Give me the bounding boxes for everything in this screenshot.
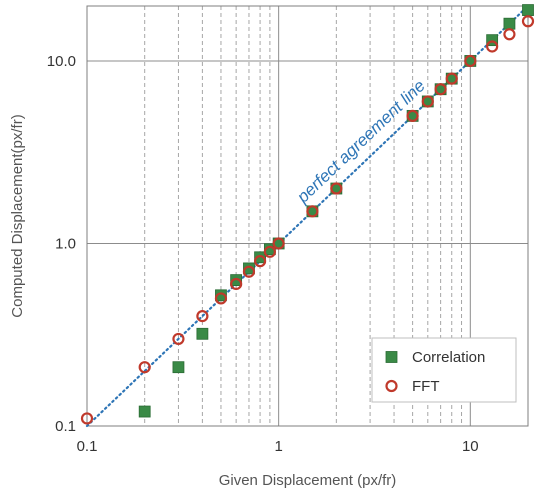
- point-fft: [242, 265, 256, 278]
- point-fft: [503, 28, 516, 41]
- x-tick-labels: 0.1 1 10: [77, 438, 479, 455]
- point-correlation: [522, 4, 534, 16]
- data-points: [80, 4, 535, 425]
- point-fft: [230, 277, 243, 291]
- point-fft: [486, 40, 499, 53]
- y-tick-labels: 0.1 1.0 10.0: [47, 53, 76, 435]
- y-tick-label: 10.0: [47, 53, 76, 70]
- point-fft: [214, 292, 228, 305]
- x-tick-label: 0.1: [77, 438, 98, 455]
- point-correlation: [172, 361, 185, 374]
- annotation-label: perfect agreement line: [293, 76, 429, 207]
- series-fft: [80, 15, 535, 425]
- point-correlation: [243, 262, 255, 275]
- x-tick-label: 10: [462, 438, 479, 455]
- point-fft: [330, 182, 343, 195]
- point-correlation: [230, 274, 243, 286]
- plot-frame: [86, 5, 529, 427]
- point-fft: [521, 15, 535, 28]
- legend-swatch-fft: [385, 379, 398, 393]
- legend-label-correlation: Correlation: [412, 349, 485, 366]
- point-correlation: [254, 251, 266, 264]
- legend-item-correlation: Correlation: [385, 349, 485, 366]
- point-fft: [434, 83, 447, 96]
- point-fft: [464, 54, 477, 68]
- y-tick-label: 1.0: [55, 235, 76, 252]
- point-fft: [172, 332, 185, 346]
- legend-label-fft: FFT: [412, 378, 440, 395]
- y-tick-label: 0.1: [55, 418, 76, 435]
- legend-item-fft: FFT: [385, 378, 440, 395]
- point-fft: [306, 205, 319, 218]
- point-correlation: [486, 34, 499, 47]
- x-tick-label: 1: [274, 438, 282, 455]
- point-fft: [196, 310, 209, 323]
- point-fft: [263, 245, 276, 258]
- point-correlation: [503, 17, 516, 30]
- point-fft: [421, 95, 434, 108]
- point-correlation: [196, 327, 209, 340]
- legend: Correlation FFT: [371, 337, 517, 403]
- y-axis-title: Computed Displacement(px/fr): [9, 114, 26, 317]
- point-fft: [406, 109, 419, 122]
- point-fft: [138, 361, 151, 374]
- point-fft: [445, 72, 458, 85]
- point-fft: [80, 412, 94, 425]
- point-fft: [272, 237, 285, 250]
- point-correlation: [215, 289, 227, 302]
- x-axis-title: Given Displacement (px/fr): [219, 472, 397, 489]
- point-correlation: [138, 405, 151, 418]
- legend-box: [371, 337, 517, 403]
- legend-swatch-correlation: [385, 351, 398, 363]
- point-fft: [253, 255, 267, 268]
